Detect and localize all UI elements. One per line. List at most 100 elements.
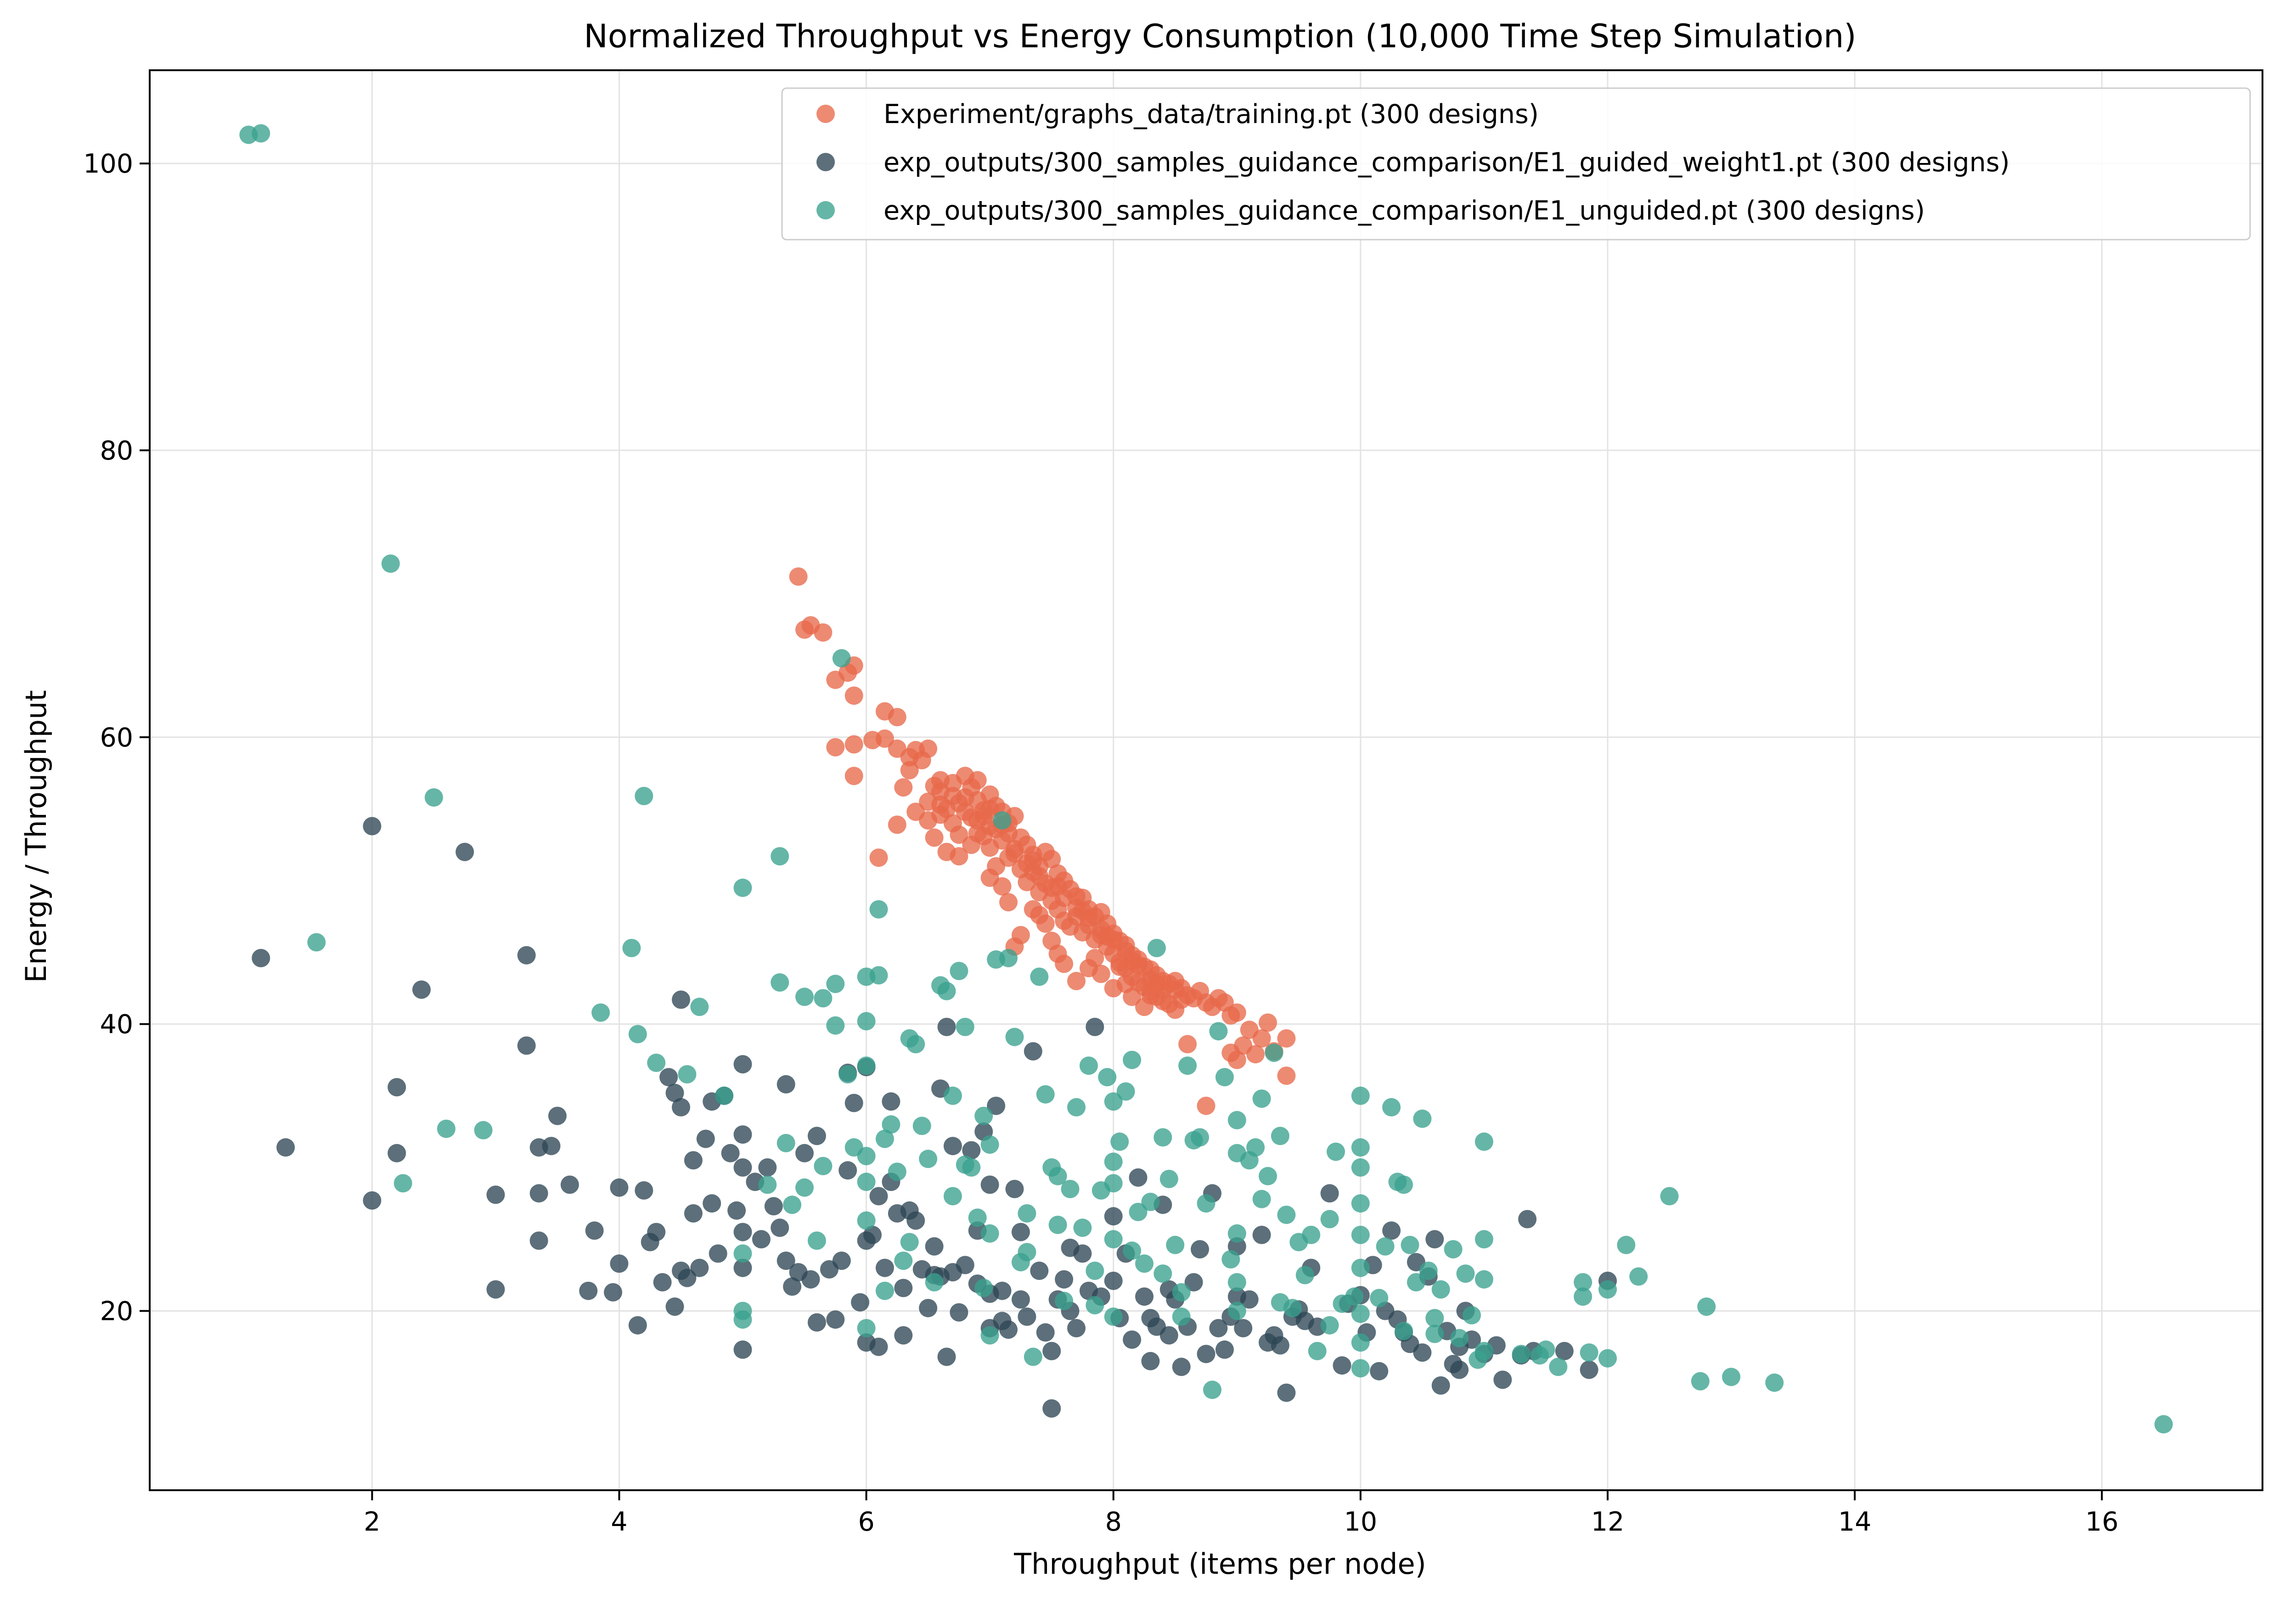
data-point [1011, 1290, 1030, 1309]
data-point [826, 975, 845, 993]
data-point [1351, 1225, 1370, 1244]
data-point [1048, 1216, 1067, 1234]
data-point [795, 1144, 814, 1162]
data-point [1086, 1296, 1104, 1314]
data-point [826, 1016, 845, 1035]
data-point [1425, 1324, 1444, 1343]
data-point [1191, 1128, 1209, 1147]
data-point [1345, 1287, 1364, 1306]
data-point [1135, 1254, 1154, 1273]
data-point [1493, 1370, 1512, 1389]
data-point [1086, 1017, 1104, 1036]
data-point [252, 948, 270, 967]
data-point [1271, 1127, 1289, 1145]
data-point [1104, 1308, 1123, 1326]
data-point [1308, 1341, 1327, 1360]
data-point [795, 1178, 814, 1197]
data-point [974, 1106, 993, 1125]
data-point [1005, 1027, 1024, 1046]
x-axis-label: Throughput (items per node) [1013, 1547, 1426, 1581]
data-point [610, 1254, 629, 1273]
data-point [394, 1174, 412, 1193]
data-point [888, 1162, 906, 1181]
data-point [1092, 965, 1110, 983]
data-point [993, 811, 1012, 830]
data-point [882, 1115, 900, 1134]
series-1 [789, 567, 1296, 1115]
data-point [900, 761, 919, 780]
data-point [1722, 1368, 1740, 1386]
data-point [1197, 1096, 1216, 1115]
chart-title: Normalized Throughput vs Energy Consumpt… [584, 17, 1856, 55]
data-point [919, 1150, 938, 1168]
x-tick-label: 12 [1591, 1507, 1625, 1537]
y-tick-label: 20 [100, 1296, 133, 1326]
data-point [1055, 1291, 1074, 1310]
data-point [381, 554, 400, 573]
data-point [993, 877, 1012, 896]
data-point [1376, 1237, 1395, 1256]
data-point [980, 1135, 999, 1154]
data-point [993, 1312, 1012, 1330]
data-point [1227, 1273, 1246, 1291]
data-point [1123, 1241, 1142, 1260]
data-point [1086, 1262, 1104, 1280]
data-point [1413, 1343, 1432, 1362]
data-point [1191, 1240, 1209, 1259]
data-point [1450, 1360, 1469, 1379]
y-tick-label: 80 [100, 436, 133, 466]
data-point [1431, 1376, 1450, 1395]
data-point [906, 1035, 925, 1054]
data-point [987, 1096, 1006, 1115]
data-point [1351, 1138, 1370, 1157]
x-tick-label: 10 [1344, 1507, 1378, 1537]
data-point [1123, 1050, 1142, 1069]
data-point [789, 1263, 808, 1282]
data-point [1277, 1383, 1296, 1402]
data-point [548, 1106, 567, 1125]
data-point [733, 1258, 752, 1277]
data-point [1271, 1293, 1289, 1312]
data-point [690, 1258, 709, 1277]
data-point [869, 966, 888, 985]
data-point [659, 1068, 678, 1087]
data-point [604, 1283, 622, 1302]
data-points [239, 124, 2173, 1434]
data-point [1574, 1273, 1593, 1291]
data-point [628, 1316, 647, 1335]
data-point [665, 1083, 684, 1102]
data-point [1320, 1184, 1339, 1203]
data-point [1333, 1356, 1351, 1375]
data-point [437, 1119, 456, 1138]
data-point [1215, 1068, 1234, 1087]
data-point [771, 973, 789, 992]
data-point [1580, 1343, 1598, 1362]
data-point [424, 788, 443, 807]
data-point [1617, 1235, 1636, 1254]
data-point [925, 828, 944, 847]
data-point [1382, 1221, 1401, 1240]
data-point [1123, 952, 1142, 971]
data-point [1005, 844, 1024, 863]
data-point [1104, 1092, 1123, 1111]
data-point [1172, 1283, 1191, 1302]
data-point [1172, 1358, 1191, 1376]
data-point [529, 1184, 548, 1203]
legend: Experiment/graphs_data/training.pt (300 … [781, 87, 2251, 241]
data-point [1018, 1308, 1036, 1326]
data-point [919, 739, 938, 758]
data-point [1407, 1273, 1425, 1291]
data-point [950, 962, 968, 980]
data-point [542, 1137, 561, 1156]
data-point [777, 1134, 795, 1152]
data-point [1154, 1264, 1172, 1283]
series-3 [239, 124, 2173, 1434]
data-point [1351, 1086, 1370, 1105]
data-point [1474, 1341, 1493, 1360]
data-point [869, 900, 888, 919]
data-point [844, 767, 863, 786]
data-point [665, 1297, 684, 1316]
data-point [703, 1194, 721, 1213]
data-point [1320, 1316, 1339, 1335]
data-point [1370, 1289, 1389, 1308]
